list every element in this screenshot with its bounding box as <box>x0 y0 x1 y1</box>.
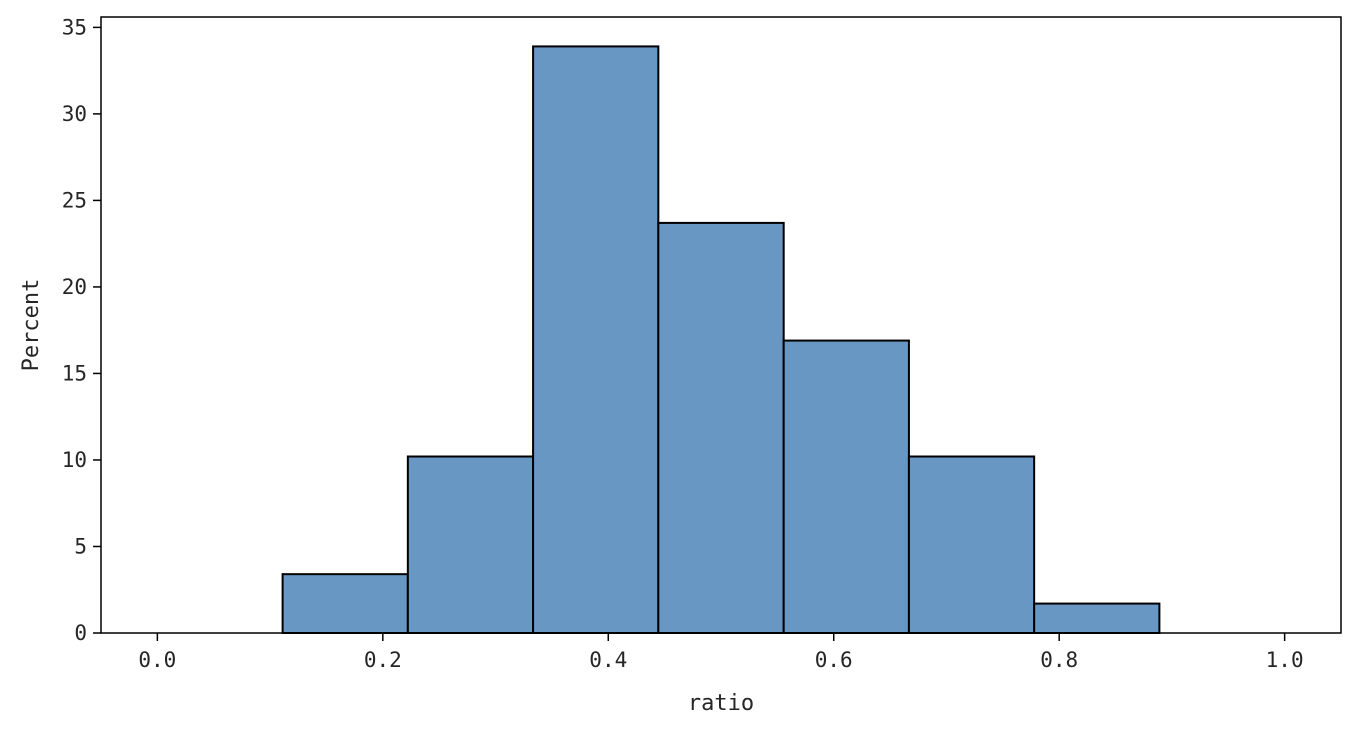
histogram-bars <box>281 45 1161 635</box>
y-tick-label: 25 <box>62 188 87 212</box>
x-tick-label: 0.6 <box>815 648 853 672</box>
y-tick-label: 30 <box>62 102 87 126</box>
x-tick-label: 0.2 <box>364 648 402 672</box>
histogram-bar <box>406 455 535 634</box>
x-tick-label: 0.8 <box>1040 648 1078 672</box>
x-tick-label: 1.0 <box>1266 648 1304 672</box>
histogram-bar <box>281 573 409 634</box>
x-tick-label: 0.0 <box>138 648 176 672</box>
y-tick-label: 20 <box>62 275 87 299</box>
axes: 0.0 0.2 0.4 0.6 0.8 1.0 0 5 10 15 20 25 30 35 <box>62 15 1342 672</box>
histogram-bar <box>907 455 1036 634</box>
histogram-bar <box>1033 602 1161 635</box>
y-tick-label: 10 <box>62 448 87 472</box>
histogram-bar <box>782 339 910 634</box>
y-tick-label: 5 <box>74 534 87 558</box>
y-tick-label: 15 <box>62 361 87 385</box>
histogram-bar <box>532 45 660 635</box>
y-axis-label: Percent <box>19 279 44 372</box>
y-tick-label: 0 <box>74 621 87 645</box>
y-tick-label: 35 <box>62 15 87 39</box>
plot-frame <box>100 16 1342 634</box>
x-axis-label: ratio <box>688 691 754 716</box>
x-tick-label: 0.4 <box>589 648 627 672</box>
histogram-bar <box>657 221 785 634</box>
